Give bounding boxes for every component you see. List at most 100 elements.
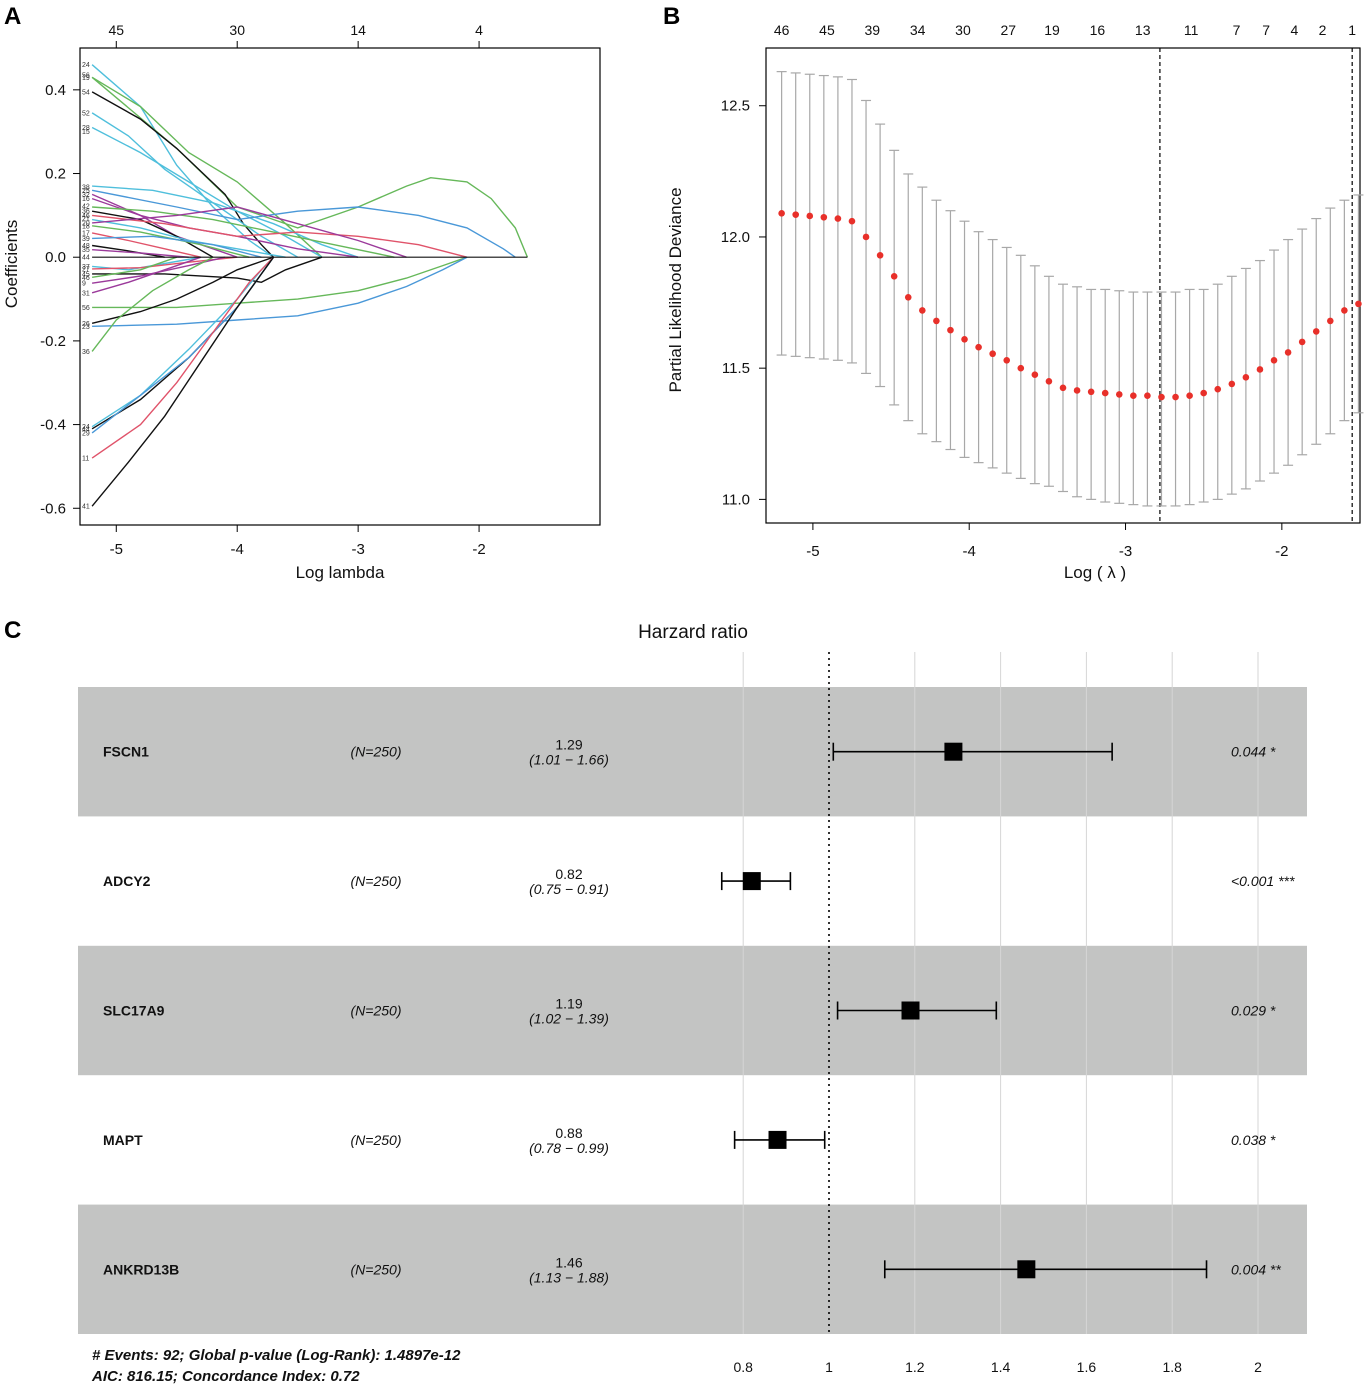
hazard-ratio-value: 1.19 <box>555 996 582 1012</box>
top-tick-label: 1 <box>1348 22 1356 38</box>
y-tick-label: 11.5 <box>722 360 750 377</box>
p-value: 0.038 * <box>1231 1132 1276 1148</box>
forest-row-bands <box>78 687 1307 1334</box>
top-tick-label: 30 <box>955 22 971 38</box>
confidence-interval: (1.02 − 1.39) <box>529 1011 609 1027</box>
variable-label: 45 <box>82 271 90 278</box>
panel-a-lasso-coefficients: 2456195452281538253216423646212018173948… <box>2 22 601 582</box>
coef-path-27 <box>91 256 274 324</box>
deviance-point <box>792 211 799 218</box>
panel-letter-a: A <box>4 3 21 30</box>
x-tick-label: 1.4 <box>991 1359 1011 1375</box>
panel-b-lambda-lines <box>1159 48 1353 523</box>
deviance-point <box>876 252 884 259</box>
gene-name: FSCN1 <box>103 744 149 760</box>
hazard-ratio-value: 1.46 <box>555 1254 582 1270</box>
hr-marker <box>944 742 963 761</box>
confidence-interval: (1.13 − 1.88) <box>529 1269 609 1285</box>
sample-size: (N=250) <box>351 873 402 889</box>
top-tick-label: 46 <box>774 22 790 38</box>
deviance-point <box>1087 388 1095 396</box>
coef-path-28 <box>92 256 468 327</box>
gene-name: SLC17A9 <box>103 1003 165 1019</box>
panel-letter-b: B <box>663 3 680 30</box>
deviance-point <box>1101 389 1109 397</box>
hazard-ratio-value: 1.29 <box>555 737 582 753</box>
variable-label: 44 <box>82 426 90 433</box>
deviance-point <box>1059 384 1067 392</box>
forest-footer-events: # Events: 92; Global p-value (Log-Rank):… <box>92 1347 461 1364</box>
deviance-point <box>989 350 996 358</box>
coef-path-29 <box>91 256 214 352</box>
panel-c-forest-plot: Harzard ratio FSCN1 (N=250) 1.29(1.01 − 1.… <box>78 622 1307 1384</box>
deviance-point <box>961 335 968 343</box>
deviance-point <box>1298 338 1306 346</box>
deviance-point <box>834 215 842 222</box>
coef-path-30 <box>91 256 275 430</box>
variable-label: 11 <box>82 456 89 463</box>
p-value: 0.004 ** <box>1231 1261 1281 1277</box>
sample-size: (N=250) <box>351 1261 402 1277</box>
panel-a-x-label: Log lambda <box>296 563 385 582</box>
confidence-interval: (1.01 − 1.66) <box>529 752 609 768</box>
variable-label: 26 <box>82 321 90 328</box>
deviance-point <box>1003 356 1011 364</box>
x-tick-label: 1.8 <box>1162 1359 1182 1375</box>
y-tick-label: 0.4 <box>45 82 66 99</box>
coef-path-14 <box>92 206 407 258</box>
deviance-point <box>1130 392 1137 400</box>
deviance-point <box>975 343 982 351</box>
panel-b-top-axis: 46 45 39 34 30 27 19 16 13 11 7 7 4 2 1 <box>774 22 1356 38</box>
sample-size: (N=250) <box>351 744 402 760</box>
deviance-point <box>1270 356 1278 364</box>
forest-footer-aic: AIC: 816.15; Concordance Index: 0.72 <box>91 1368 360 1384</box>
variable-label: 15 <box>82 129 90 136</box>
variable-label: 56 <box>82 73 90 80</box>
coef-path-18 <box>91 244 165 258</box>
hr-marker <box>768 1130 787 1149</box>
top-tick-label: 34 <box>910 22 926 38</box>
panel-a-frame <box>79 47 601 526</box>
top-tick-label: 2 <box>1319 22 1327 38</box>
panel-b-y-axis: 12.5 12.0 11.5 11.0 <box>721 98 766 508</box>
top-tick-label: 27 <box>1001 22 1017 38</box>
variable-label: 56 <box>82 305 90 312</box>
y-tick-label: 12.0 <box>721 229 750 246</box>
forest-rows: FSCN1 (N=250) 1.29(1.01 − 1.66) 0.044 * ADCY… <box>103 737 1295 1286</box>
row-band <box>78 945 1307 1076</box>
coef-path-26 <box>92 256 468 309</box>
y-tick-label: 0.0 <box>45 249 66 266</box>
y-tick-label: 0.2 <box>45 166 66 183</box>
deviance-point <box>1017 364 1025 372</box>
x-tick-label: 1 <box>825 1359 833 1375</box>
p-value: 0.029 * <box>1231 1003 1276 1019</box>
x-tick-label: -2 <box>1275 543 1288 560</box>
deviance-point <box>1327 317 1334 325</box>
coef-path-23 <box>91 256 177 278</box>
coef-path-4 <box>91 112 299 258</box>
variable-label: 23 <box>82 324 90 331</box>
panel-b-frame <box>765 47 1361 524</box>
deviance-point <box>1228 380 1236 388</box>
deviance-point <box>848 217 856 225</box>
panel-b-x-axis: -5 -4 -3 -2 <box>806 523 1289 560</box>
gene-name: MAPT <box>103 1132 143 1148</box>
coef-path-33 <box>91 256 275 459</box>
deviance-point <box>1186 392 1193 400</box>
coef-path-25 <box>91 256 202 294</box>
top-tick-label: 14 <box>350 22 366 38</box>
deviance-point <box>919 307 926 314</box>
p-value: <0.001 *** <box>1231 873 1295 889</box>
variable-label: 36 <box>82 209 90 216</box>
coef-path-32 <box>91 256 275 434</box>
top-tick-label: 16 <box>1090 22 1106 38</box>
row-band <box>78 687 1307 817</box>
x-tick-label: 2 <box>1254 1359 1262 1375</box>
deviance-point <box>1172 393 1179 401</box>
coef-path-24 <box>91 256 226 284</box>
variable-label: 54 <box>82 89 90 96</box>
variable-label: 38 <box>82 184 90 191</box>
variable-label: 25 <box>82 188 90 195</box>
variable-label: 19 <box>82 75 90 82</box>
deviance-point <box>1355 300 1362 308</box>
